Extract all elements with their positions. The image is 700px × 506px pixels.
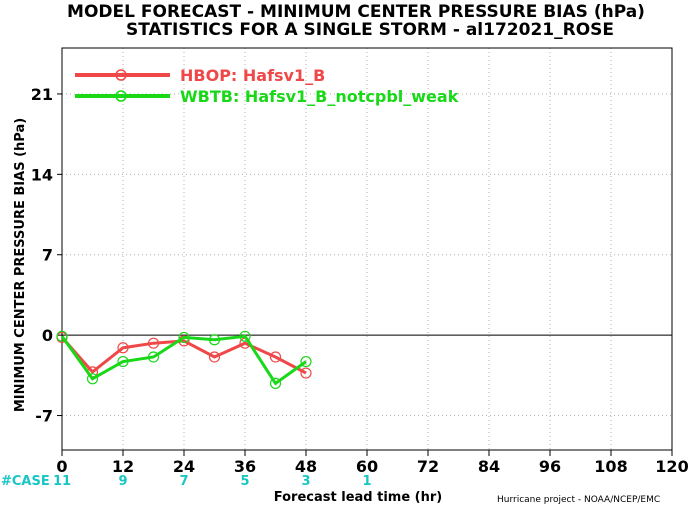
legend-label-2: WBTB: Hafsv1_B_notcpbl_weak bbox=[180, 87, 459, 106]
case-count: 5 bbox=[240, 474, 249, 489]
case-count: 1 bbox=[362, 474, 371, 489]
series-2-point bbox=[117, 355, 129, 368]
x-axis-label: Forecast lead time (hr) bbox=[274, 490, 442, 505]
series-2-point bbox=[208, 334, 221, 346]
case-count: 3 bbox=[301, 474, 310, 489]
x-tick-label: 48 bbox=[295, 457, 317, 476]
y-tick-label: 21 bbox=[31, 85, 53, 104]
axes: 0 12 24 36 48 60 72 84 96 108 120 -7 0 7 14 21 bbox=[31, 47, 689, 476]
legend-label-1: HBOP: Hafsv1_B bbox=[180, 66, 325, 85]
case-counts: #CASE 11 9 7 5 3 1 bbox=[1, 474, 372, 489]
x-tick-label: 120 bbox=[655, 457, 688, 476]
series-2-point bbox=[147, 351, 160, 363]
series-2-point bbox=[86, 373, 99, 385]
y-tick-label: 0 bbox=[42, 326, 53, 345]
x-tick-label: 12 bbox=[112, 457, 134, 476]
case-count: 9 bbox=[118, 474, 127, 489]
y-tick-label: 14 bbox=[31, 165, 53, 184]
y-axis-label: MINIMUM CENTER PRESSURE BIAS (hPa) bbox=[13, 118, 28, 412]
series-1-point bbox=[117, 342, 129, 354]
series-2-point bbox=[56, 330, 68, 342]
legend-marker-2 bbox=[115, 90, 127, 102]
series-1-point bbox=[147, 337, 160, 349]
case-count: 7 bbox=[179, 474, 188, 489]
series-2-point bbox=[269, 377, 282, 389]
x-tick-label: 36 bbox=[234, 457, 256, 476]
credit-text: Hurricane project - NOAA/NCEP/EMC bbox=[497, 495, 660, 505]
x-tick-label: 84 bbox=[478, 457, 500, 476]
legend-marker-1 bbox=[115, 69, 127, 81]
case-count: 11 bbox=[53, 474, 71, 489]
x-tick-label: 72 bbox=[417, 457, 439, 476]
series-2-point bbox=[178, 331, 190, 344]
grid bbox=[62, 48, 672, 450]
y-tick-label: 7 bbox=[42, 246, 53, 265]
series-1-point bbox=[269, 351, 282, 363]
x-tick-label: 108 bbox=[594, 457, 627, 476]
y-tick-label: -7 bbox=[35, 407, 53, 426]
legend: HBOP: Hafsv1_B WBTB: Hafsv1_B_notcpbl_wea… bbox=[75, 66, 459, 106]
x-tick-label: 24 bbox=[173, 457, 195, 476]
series-2-point bbox=[239, 330, 251, 342]
chart-subtitle: STATISTICS FOR A SINGLE STORM - al172021… bbox=[126, 20, 614, 40]
chart-title: MODEL FORECAST - MINIMUM CENTER PRESSURE… bbox=[67, 2, 645, 22]
series-1-point bbox=[300, 367, 312, 379]
x-tick-label: 96 bbox=[539, 457, 561, 476]
case-row-label: #CASE bbox=[1, 474, 50, 489]
series-2-point bbox=[300, 355, 312, 368]
x-tick-label: 60 bbox=[356, 457, 378, 476]
series-layer bbox=[56, 330, 312, 389]
series-line-2 bbox=[60, 334, 307, 386]
series-1-point bbox=[208, 351, 221, 363]
series-line-1 bbox=[60, 336, 307, 375]
x-tick-label: 0 bbox=[56, 457, 67, 476]
